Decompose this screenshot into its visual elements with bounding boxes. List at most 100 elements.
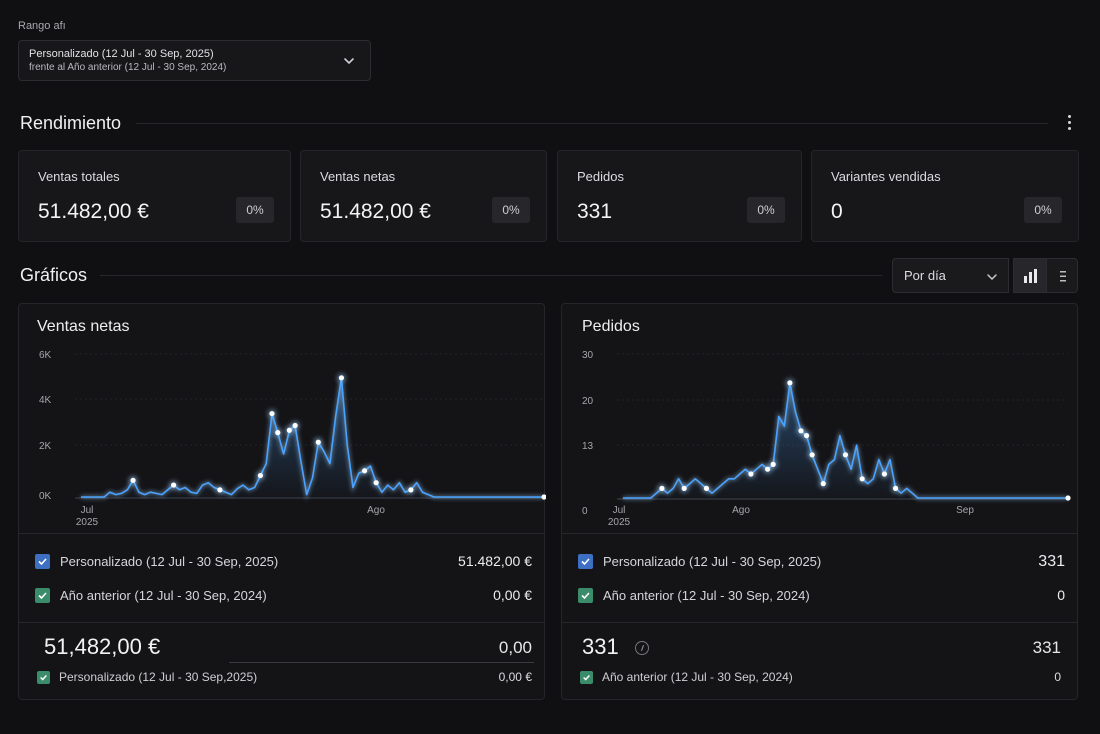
- data-point: [803, 433, 810, 439]
- legend-current-value: 51.482,00 €: [458, 553, 532, 569]
- legend-divider: [562, 533, 1077, 534]
- date-range-primary: Personalizado (12 Jul - 30 Sep, 2025): [29, 48, 214, 60]
- data-point: [373, 480, 379, 486]
- kpi-card-variants-sold[interactable]: Variantes vendidas 0 0%: [811, 150, 1079, 242]
- kpi-card-net-sales[interactable]: Ventas netas 51.482,00 € 0%: [300, 150, 547, 242]
- y-tick-label: 4K: [39, 395, 52, 406]
- checkbox-checked-icon[interactable]: [578, 554, 593, 569]
- kpi-change-badge: 0%: [747, 197, 785, 223]
- total-secondary-value: 0,00: [498, 638, 532, 657]
- legend-previous-label: Año anterior (12 Jul - 30 Sep, 2024): [60, 588, 267, 603]
- data-point: [286, 427, 292, 433]
- footer-legend-label: Personalizado (12 Jul - 30 Sep,2025): [59, 670, 258, 684]
- data-point: [171, 482, 177, 488]
- x-tick-label: Jul: [81, 505, 94, 516]
- period-select[interactable]: Por día: [892, 258, 1009, 293]
- chevron-down-icon: [344, 58, 354, 65]
- data-point: [787, 380, 793, 386]
- checkbox-checked-icon[interactable]: [35, 588, 50, 603]
- series-line: [81, 377, 544, 498]
- net-sales-chart-card: Ventas netas 6K 4K 2K 0K Jul 2025 Ago Personal…: [18, 303, 546, 700]
- x-tick-label: Ago: [367, 505, 385, 516]
- date-range-select[interactable]: Personalizado (12 Jul - 30 Sep, 2025) fr…: [18, 40, 371, 81]
- totals-divider: [562, 622, 1077, 623]
- data-point: [881, 471, 888, 477]
- data-point: [338, 375, 345, 381]
- data-point: [361, 468, 368, 474]
- x-tick-label: Sep: [956, 505, 974, 516]
- x-tick-label: Ago: [732, 505, 750, 516]
- x-tick-label: 2025: [76, 517, 99, 528]
- bar-chart-icon: [1024, 269, 1037, 283]
- data-point: [257, 472, 264, 479]
- kpi-label: Ventas totales: [38, 169, 120, 184]
- data-point: [892, 485, 899, 491]
- footer-legend-value: 0,00 €: [498, 670, 532, 684]
- data-point: [408, 487, 414, 493]
- kpi-card-orders[interactable]: Pedidos 331 0%: [557, 150, 802, 242]
- data-point: [315, 439, 321, 445]
- kpi-value: 51.482,00 €: [320, 200, 431, 223]
- y-tick-label: 6K: [39, 350, 52, 361]
- bar-chart-view-button[interactable]: [1013, 258, 1047, 293]
- data-point: [541, 494, 546, 500]
- kpi-value: 0: [831, 200, 843, 223]
- data-point: [681, 485, 687, 491]
- data-point: [765, 466, 771, 472]
- y-tick-label: 13: [582, 441, 594, 452]
- legend-current[interactable]: Personalizado (12 Jul - 30 Sep, 2025) 51…: [35, 553, 532, 573]
- kpi-value: 51.482,00 €: [38, 200, 149, 223]
- y-tick-label: 30: [582, 350, 594, 361]
- data-point: [292, 422, 298, 429]
- legend-previous-value: 0,00 €: [493, 587, 532, 603]
- total-value: 331: [582, 634, 619, 659]
- checkbox-checked-icon[interactable]: [37, 671, 50, 684]
- kpi-change-badge: 0%: [236, 197, 274, 223]
- total-value: 51,482,00 €: [44, 634, 161, 659]
- date-range-label: Rango afı: [18, 20, 66, 32]
- footer-legend-row[interactable]: Personalizado (12 Jul - 30 Sep,2025) 0,0…: [37, 670, 532, 686]
- kpi-value: 331: [577, 200, 613, 223]
- chart-title: Ventas netas: [37, 318, 130, 335]
- kpi-label: Pedidos: [577, 169, 624, 184]
- kpi-label: Ventas netas: [320, 169, 396, 184]
- legend-previous[interactable]: Año anterior (12 Jul - 30 Sep, 2024) 0: [578, 587, 1065, 607]
- data-point: [820, 481, 826, 487]
- chevron-down-icon: [987, 274, 997, 281]
- totals-divider: [19, 622, 544, 623]
- data-point: [859, 476, 865, 482]
- list-view-button[interactable]: [1046, 258, 1078, 293]
- performance-divider: [136, 123, 1048, 124]
- legend-current[interactable]: Personalizado (12 Jul - 30 Sep, 2025) 33…: [578, 553, 1065, 573]
- data-point: [809, 452, 815, 458]
- legend-current-label: Personalizado (12 Jul - 30 Sep, 2025): [60, 554, 279, 569]
- y-tick-label: 0: [582, 506, 588, 517]
- x-tick-label: 2025: [608, 517, 631, 528]
- date-range-comparison: frente al Año anterior (12 Jul - 30 Sep,…: [29, 62, 227, 73]
- info-icon[interactable]: [635, 641, 649, 655]
- footer-legend-label: Año anterior (12 Jul - 30 Sep, 2024): [602, 670, 793, 684]
- checkbox-checked-icon[interactable]: [35, 554, 50, 569]
- legend-current-value: 331: [1038, 553, 1065, 570]
- checkbox-checked-icon[interactable]: [578, 588, 593, 603]
- legend-previous[interactable]: Año anterior (12 Jul - 30 Sep, 2024) 0,0…: [35, 587, 532, 607]
- charts-title: Gráficos: [20, 265, 88, 285]
- data-point: [269, 410, 275, 417]
- data-point: [275, 430, 281, 436]
- checkbox-checked-icon[interactable]: [580, 671, 593, 684]
- kebab-menu-icon[interactable]: [1060, 112, 1078, 134]
- data-point: [770, 461, 776, 467]
- kpi-card-total-sales[interactable]: Ventas totales 51.482,00 € 0%: [18, 150, 291, 242]
- y-tick-label: 20: [582, 396, 594, 407]
- kpi-label: Variantes vendidas: [831, 169, 941, 184]
- x-tick-label: Jul: [613, 505, 626, 516]
- data-point: [217, 487, 223, 493]
- series-area: [623, 382, 1068, 498]
- data-point: [842, 452, 849, 458]
- y-tick-label: 0K: [39, 491, 52, 502]
- footer-legend-row[interactable]: Año anterior (12 Jul - 30 Sep, 2024) 0: [580, 670, 1061, 686]
- kpi-change-badge: 0%: [1024, 197, 1062, 223]
- chart-title: Pedidos: [582, 318, 640, 335]
